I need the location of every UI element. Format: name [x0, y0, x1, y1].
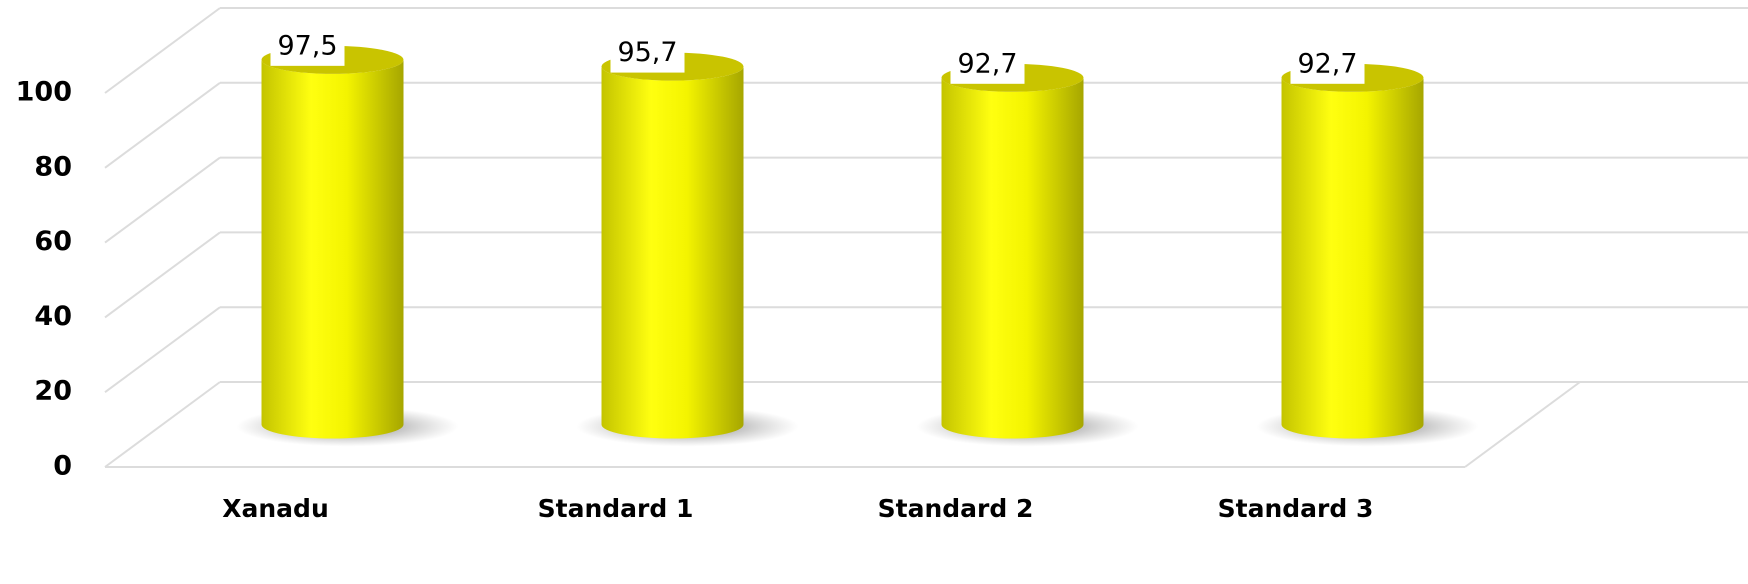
- x-tick-label: Standard 1: [538, 494, 694, 523]
- y-tick-label: 80: [34, 151, 72, 182]
- value-label-box: [1290, 43, 1365, 84]
- bar: [601, 66, 744, 439]
- bar: [941, 77, 1084, 439]
- y-tick-label: 0: [53, 451, 72, 482]
- grid-line: [104, 306, 221, 394]
- floor-edge: [1464, 381, 1581, 468]
- grid-line: [104, 81, 221, 169]
- bar: [261, 59, 404, 439]
- y-tick-label: 100: [16, 77, 72, 108]
- value-label-box: [270, 25, 345, 66]
- value-label: 92,7: [1297, 48, 1357, 79]
- y-tick-label: 20: [34, 376, 72, 407]
- value-label-box: [610, 32, 685, 73]
- y-tick-label: 40: [34, 301, 72, 332]
- grid-line: [104, 156, 221, 244]
- grid-line: [104, 231, 221, 319]
- y-tick-label: 60: [34, 226, 72, 257]
- x-tick-label: Standard 2: [878, 494, 1034, 523]
- x-tick-label: Xanadu: [222, 494, 329, 523]
- value-label-box: [950, 43, 1025, 84]
- value-label: 95,7: [617, 37, 677, 68]
- grid-line: [104, 381, 221, 468]
- value-label: 92,7: [957, 48, 1017, 79]
- grid-line: [104, 7, 221, 94]
- value-label: 97,5: [277, 30, 337, 61]
- x-tick-label: Standard 3: [1218, 494, 1374, 523]
- bar: [1281, 77, 1424, 439]
